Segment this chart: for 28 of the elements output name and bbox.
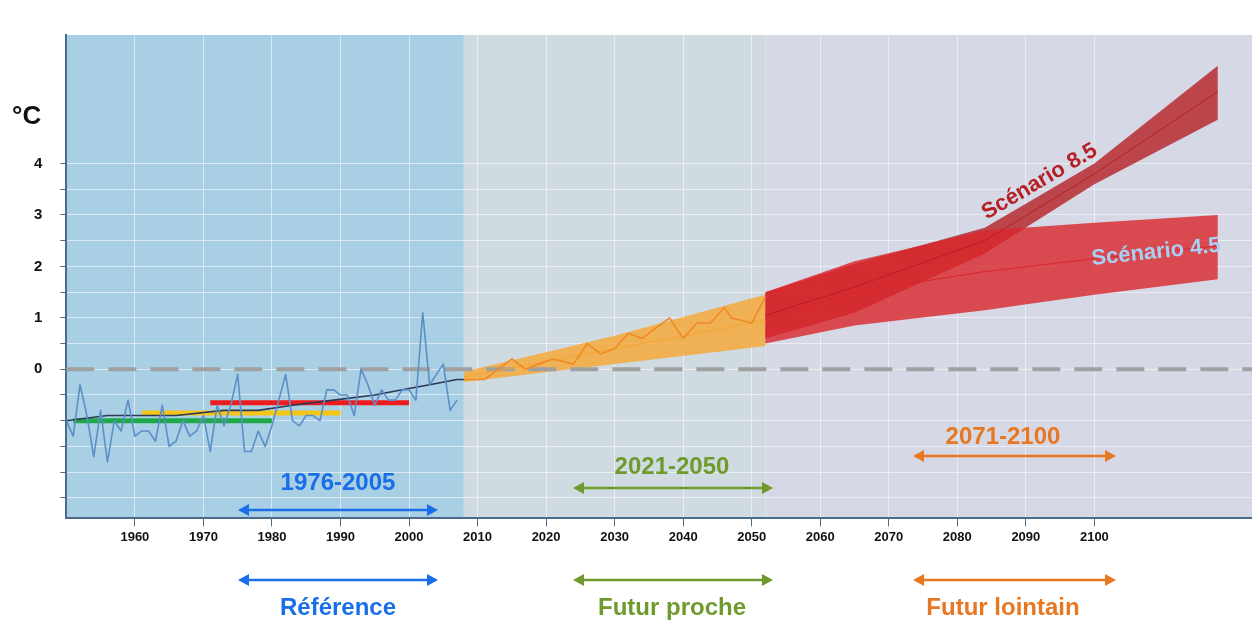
annotation: 2071-2100	[945, 422, 1061, 449]
annotation: 2021-2050	[614, 452, 730, 479]
text: Futur proche	[598, 593, 746, 620]
x-tick-label: 2050	[737, 528, 767, 544]
x-tick-label: 2100	[1079, 528, 1109, 544]
x-tick-label: 2080	[942, 528, 972, 544]
x-tick-label: 2060	[805, 528, 835, 544]
annotation: 1976-2005	[280, 468, 396, 495]
x-tick-label: 2040	[668, 528, 698, 544]
y-tick-label: 4	[34, 153, 43, 171]
text: Scénario 4.5	[1090, 231, 1222, 270]
x-tick-label: 2030	[600, 528, 630, 544]
x-tick-label: 1970	[188, 528, 218, 544]
x-tick-label: 2010	[463, 528, 493, 544]
y-tick-label: 1	[34, 307, 43, 325]
text: Futur lointain	[926, 593, 1080, 620]
x-tick-label: 1960	[120, 528, 150, 544]
x-tick-label: 2000	[394, 528, 424, 544]
y-tick-label: 2	[34, 256, 43, 274]
text: Référence	[279, 593, 397, 620]
x-tick-label: 1980	[257, 528, 287, 544]
y-tick-label: 3	[34, 205, 43, 223]
x-tick-label: 1990	[326, 528, 355, 544]
y-axis-title: °C	[12, 99, 42, 130]
x-tick-label: 2020	[531, 528, 561, 544]
x-tick-label: 2090	[1011, 528, 1041, 544]
x-tick-label: 2070	[874, 528, 904, 544]
y-tick-label: 0	[34, 359, 43, 377]
